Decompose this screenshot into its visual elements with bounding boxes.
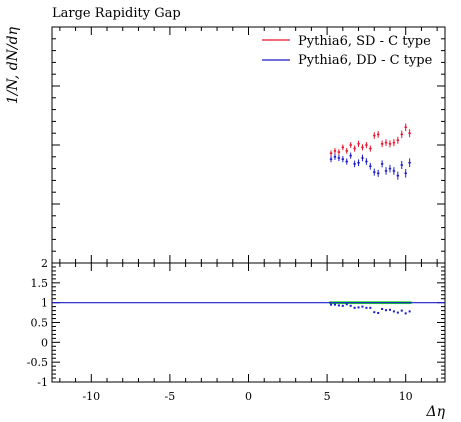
ratio-point-dd xyxy=(373,311,376,314)
ratio-point-dd xyxy=(361,305,364,308)
y-axis-label: 1/N, dN/dη xyxy=(5,26,21,104)
legend: Pythia6, SD - C type Pythia6, DD - C typ… xyxy=(262,34,433,68)
x-tick-label: 5 xyxy=(324,390,331,403)
ratio-tick-label: 2 xyxy=(41,257,48,270)
ratio-tick-label: 1 xyxy=(41,297,48,310)
ratio-point-dd xyxy=(404,312,407,315)
x-tick-label: -5 xyxy=(165,390,176,403)
chart-title: Large Rapidity Gap xyxy=(52,6,181,21)
ratio-tick-label: 0.5 xyxy=(31,317,49,330)
ratio-point-dd xyxy=(349,304,352,307)
main-plot-marks xyxy=(329,123,411,180)
ratio-tick-label: 1.5 xyxy=(31,277,49,290)
ratio-point-dd xyxy=(330,303,333,306)
ratio-point-dd xyxy=(377,311,380,314)
axis-ticks xyxy=(52,26,445,383)
legend-label-sd: Pythia6, SD - C type xyxy=(298,34,431,49)
ratio-tick-label: -1 xyxy=(37,376,48,389)
ratio-point-dd xyxy=(408,310,411,313)
x-axis-label: Δη xyxy=(426,404,446,420)
ratio-point-dd xyxy=(337,304,340,307)
ratio-point-dd xyxy=(392,310,395,313)
ratio-point-dd xyxy=(333,303,336,306)
ratio-point-dd xyxy=(381,308,384,311)
ratio-point-dd xyxy=(341,304,344,307)
ratio-point-dd xyxy=(388,308,391,311)
legend-label-dd: Pythia6, DD - C type xyxy=(298,53,433,68)
ratio-plot-marks xyxy=(52,301,445,315)
ratio-point-dd xyxy=(400,309,403,312)
ratio-point-dd xyxy=(353,306,356,309)
ratio-point-dd xyxy=(369,306,372,309)
x-tick-label: 10 xyxy=(399,390,413,403)
ratio-tick-label: -0.5 xyxy=(27,356,48,369)
x-tick-label: 0 xyxy=(245,390,252,403)
ratio-point-dd xyxy=(365,306,368,309)
ratio-point-dd xyxy=(385,309,388,312)
ratio-tick-label: 0 xyxy=(41,336,48,349)
tick-labels: -10 -5 0 5 10 -1 -0.5 0 0.5 1 1.5 2 xyxy=(27,257,413,403)
x-tick-label: -10 xyxy=(82,390,100,403)
ratio-point-dd xyxy=(345,303,348,306)
ratio-point-dd xyxy=(396,311,399,314)
ratio-plot-frame xyxy=(51,262,446,383)
ratio-point-dd xyxy=(357,306,360,309)
